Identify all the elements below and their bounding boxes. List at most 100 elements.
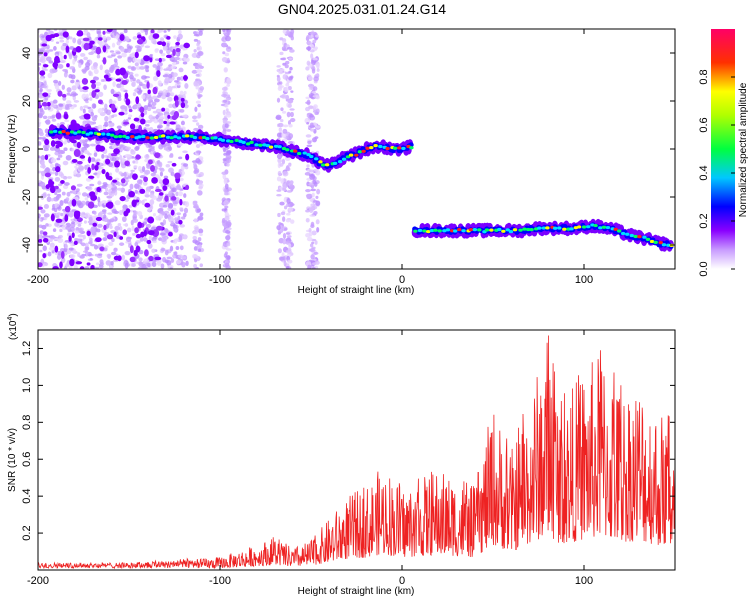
spectrogram-ridge-peak [52,129,58,133]
spectrogram-noise-speck [197,237,202,242]
spectrogram-noise-speck [222,173,227,180]
spectrogram-noise-speck [225,230,231,234]
spectrogram-noise-speck [176,76,181,81]
spectrogram-ridge-peak [526,227,531,232]
spectrogram-noise-speck [306,60,311,66]
spectrogram-ridge-peak [477,228,482,232]
spectrogram-ridge-peak [601,225,607,229]
spectrogram-noise-speck [221,218,226,223]
snr-ytick-label: 0.4 [21,489,33,504]
spectrogram-ridge-peak [518,228,523,232]
spectrogram-noise-speck [130,66,137,71]
spectrogram-ridge-peak [184,134,190,138]
spectrogram-ridge-peak [241,140,246,144]
spectrogram-noise-blob [96,186,101,193]
colorbar-tick-label: 0.8 [698,69,710,84]
spectrogram-noise-speck [148,235,153,241]
spectrogram-noise-speck [137,85,141,89]
spectrogram-noise-speck [168,103,174,108]
spectrogram-noise-speck [111,156,117,162]
spectrogram-noise-speck [221,42,228,48]
spectrogram-noise-blob [135,154,141,160]
spectrogram-noise-speck [280,178,285,184]
spectrogram-noise-speck [161,94,167,100]
spectrogram-noise-speck [221,56,228,63]
spectrogram-noise-speck [148,144,153,148]
spectrogram-noise-speck [282,238,286,245]
spectrogram-noise-blob [63,113,69,120]
spectrogram-noise-blob [87,201,95,209]
colorbar-label: Normalized spectral amplitude [738,82,749,217]
snr-panel: -200 -100 0 100 0.2 0.4 0.6 0.8 1.0 1.2 Height of… [7,313,676,597]
snr-ytick-label: 0.6 [21,452,33,467]
spectrogram-noise-speck [198,185,203,190]
spectrogram-noise-blob [38,262,43,268]
spectrogram-noise-blob [132,173,138,180]
spectrogram-noise-blob [156,70,161,77]
spectrogram-noise-speck [290,90,294,93]
spectrogram-noise-speck [97,180,102,186]
spectrogram-ridge-peak [552,226,558,230]
spectrogram-noise-blob [115,78,122,82]
spectrogram-noise-speck [159,232,166,236]
spectrogram-noise-speck [175,60,180,65]
spectrogram-noise-speck [198,228,204,234]
spectrogram-noise-speck [44,120,50,124]
spectrogram-noise-speck [84,266,90,269]
spectrogram-noise-speck [178,29,182,35]
spectrogram-noise-blob [139,188,146,194]
spectrogram-noise-speck [178,67,184,73]
spectrogram-noise-blob [71,199,77,207]
spectrogram-noise-speck [108,98,113,105]
spectrogram-noise-speck [81,93,87,100]
spectrogram-noise-speck [143,237,148,242]
spectrogram-noise-speck [120,87,125,92]
spectrogram-noise-blob [170,209,175,216]
spectrogram-noise-speck [134,189,138,194]
spectrogram-noise-speck [109,50,115,53]
spectrogram-noise-speck [223,178,228,185]
spectrogram-noise-speck [39,230,44,235]
spectrogram-ridge-peak [337,160,343,164]
spectrogram-noise-speck [286,180,291,185]
spectrogram-noise-speck [276,225,281,231]
spectrogram-noise-speck [182,212,187,218]
spectrogram-ridge-peak [633,234,638,239]
spectrogram-noise-speck [83,56,89,61]
spectrogram-noise-speck [180,75,184,81]
spectrogram-noise-speck [40,183,45,186]
spectrogram-noise-speck [107,183,113,189]
spectrogram-noise-speck [59,228,63,233]
spectrogram-noise-speck [306,40,312,45]
spectrogram-noise-speck [193,33,200,37]
spectrogram-noise-speck [47,106,51,111]
spectrogram-noise-speck [287,141,294,144]
spectrogram-noise-speck [65,154,72,161]
spectrogram-noise-speck [127,65,132,69]
spectrogram-noise-speck [66,176,72,179]
spectrogram-noise-blob [46,101,51,107]
spectrogram-noise-blob [112,93,120,97]
spectrogram-noise-speck [88,51,94,56]
spectrogram-noise-speck [136,79,141,84]
spectrogram-noise-blob [57,90,63,97]
spectrogram-noise-speck [179,108,185,113]
spectrogram-noise-speck [61,84,65,90]
spectrogram-noise-speck [153,118,159,124]
spectrogram-noise-speck [104,107,108,114]
colorbar-tick-label: 0.2 [698,213,710,228]
spectrogram-noise-speck [145,93,152,99]
spectrogram-noise-speck [101,209,107,213]
spectrogram-noise-speck [196,257,201,261]
spectrogram-noise-speck [315,219,320,225]
spectrogram-noise-speck [159,49,163,54]
spectrogram-noise-speck [90,111,94,117]
spectrogram-ridge-peak [205,136,210,141]
spectrogram-noise-speck [166,42,170,48]
spectrogram-noise-speck [110,88,115,95]
spectrogram-noise-speck [225,121,232,124]
spectrogram-noise-speck [307,140,312,145]
spectrogram-noise-speck [175,245,180,251]
